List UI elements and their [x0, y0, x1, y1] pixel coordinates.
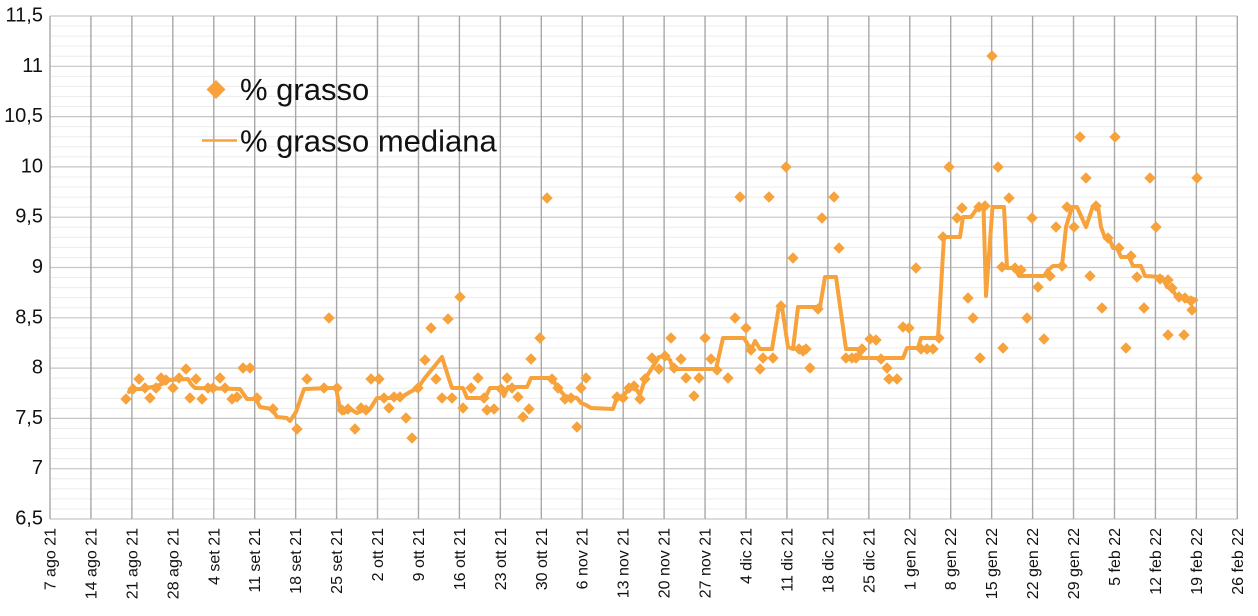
- svg-text:9 ott 21: 9 ott 21: [411, 528, 428, 581]
- svg-text:21 ago 21: 21 ago 21: [124, 528, 141, 599]
- svg-text:2 ott 21: 2 ott 21: [370, 528, 387, 581]
- svg-text:18 set 21: 18 set 21: [288, 528, 305, 594]
- svg-text:4 dic 21: 4 dic 21: [739, 528, 756, 584]
- svg-text:9: 9: [32, 256, 43, 278]
- svg-text:4 set 21: 4 set 21: [206, 528, 223, 585]
- svg-text:8: 8: [32, 357, 43, 379]
- svg-text:29 gen 22: 29 gen 22: [1066, 528, 1083, 599]
- svg-text:25 set 21: 25 set 21: [329, 528, 346, 594]
- svg-text:14 ago 21: 14 ago 21: [83, 528, 100, 599]
- svg-text:18 dic 21: 18 dic 21: [820, 528, 837, 593]
- svg-text:8,5: 8,5: [15, 306, 43, 328]
- svg-text:% grasso: % grasso: [240, 72, 369, 107]
- svg-text:1 gen 22: 1 gen 22: [902, 528, 919, 590]
- svg-text:10,5: 10,5: [4, 105, 43, 127]
- svg-text:27 nov 21: 27 nov 21: [698, 528, 715, 598]
- svg-text:13 nov 21: 13 nov 21: [616, 528, 633, 598]
- svg-text:23 ott 21: 23 ott 21: [493, 528, 510, 590]
- svg-text:30 ott 21: 30 ott 21: [534, 528, 551, 590]
- svg-text:11,5: 11,5: [6, 5, 43, 27]
- svg-text:26 feb 22: 26 feb 22: [1230, 528, 1247, 595]
- svg-text:6 nov 21: 6 nov 21: [575, 528, 592, 589]
- svg-text:5 feb 22: 5 feb 22: [1107, 528, 1124, 586]
- svg-text:9,5: 9,5: [15, 206, 43, 228]
- svg-text:% grasso mediana: % grasso mediana: [240, 124, 498, 159]
- svg-text:11 dic 21: 11 dic 21: [779, 528, 796, 592]
- svg-text:22 gen 22: 22 gen 22: [1025, 528, 1042, 599]
- svg-text:7 ago 21: 7 ago 21: [43, 528, 60, 590]
- svg-text:28 ago 21: 28 ago 21: [165, 528, 182, 599]
- svg-text:10: 10: [21, 155, 43, 177]
- svg-text:12 feb 22: 12 feb 22: [1148, 528, 1165, 595]
- svg-text:19 feb 22: 19 feb 22: [1189, 528, 1206, 595]
- svg-text:8 gen 22: 8 gen 22: [943, 528, 960, 590]
- svg-text:20 nov 21: 20 nov 21: [657, 528, 674, 598]
- svg-text:7: 7: [32, 457, 43, 479]
- svg-text:11 set 21: 11 set 21: [247, 528, 264, 593]
- svg-text:16 ott 21: 16 ott 21: [452, 528, 469, 590]
- svg-text:6,5: 6,5: [15, 508, 43, 530]
- svg-text:7,5: 7,5: [15, 407, 43, 429]
- svg-text:25 dic 21: 25 dic 21: [861, 528, 878, 593]
- svg-text:15 gen 22: 15 gen 22: [984, 528, 1001, 599]
- svg-text:11: 11: [22, 55, 43, 77]
